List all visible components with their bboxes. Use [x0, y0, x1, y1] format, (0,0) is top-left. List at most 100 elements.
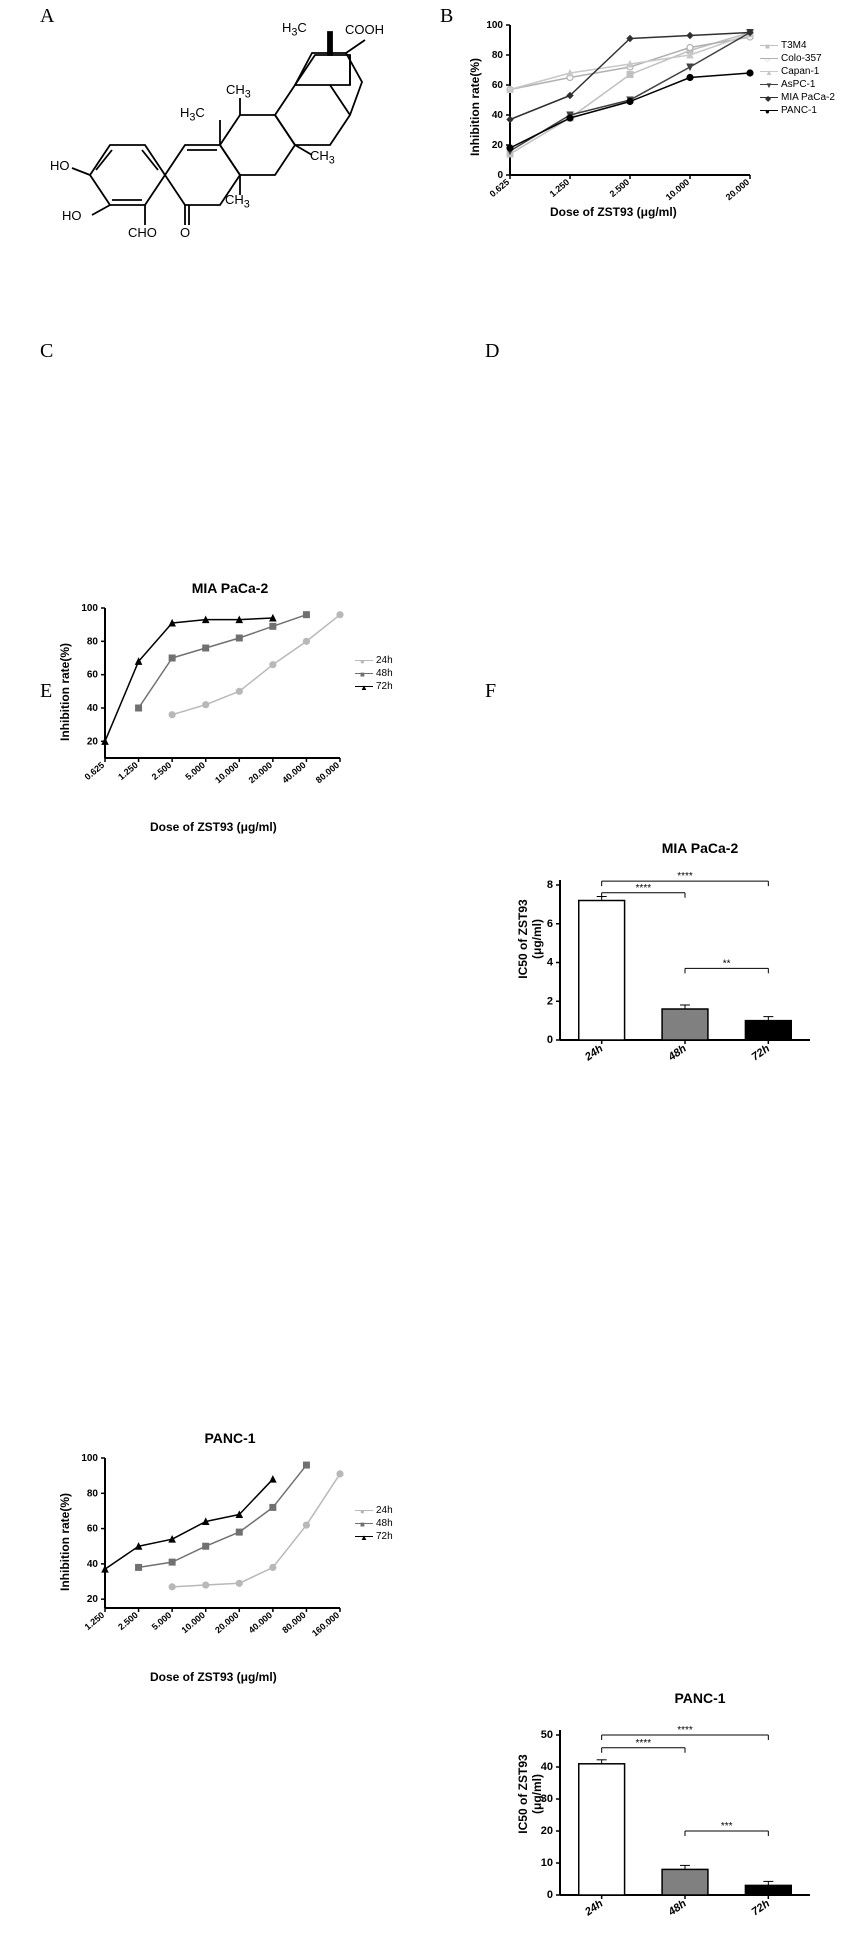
legend-item: ●24h [355, 1505, 393, 1516]
svg-text:5.000: 5.000 [150, 1610, 174, 1632]
svg-text:0.625: 0.625 [488, 177, 512, 199]
svg-text:0: 0 [547, 1034, 553, 1046]
legend-item: ▲72h [355, 681, 393, 692]
panel-e-title: PANC-1 [180, 1430, 280, 1446]
panel-f-label: F [485, 680, 496, 703]
mol-ch3-r2: CH3 [310, 148, 335, 167]
panel-f-title: PANC-1 [650, 1690, 750, 1706]
svg-text:1.250: 1.250 [116, 760, 140, 782]
svg-text:****: **** [677, 871, 693, 882]
svg-text:40: 40 [492, 110, 504, 121]
mol-o: O [180, 225, 190, 240]
svg-text:2: 2 [547, 995, 553, 1007]
legend-item: ●PANC-1 [760, 105, 835, 116]
legend-item: ●24h [355, 655, 393, 666]
panel-c-xlabel: Dose of ZST93 (μg/ml) [150, 820, 277, 834]
svg-text:8: 8 [547, 879, 553, 891]
panel-e-label: E [40, 680, 52, 703]
svg-text:2.500: 2.500 [150, 760, 174, 782]
panel-c-label: C [40, 340, 53, 363]
panel-b-xlabel: Dose of ZST93 (μg/ml) [550, 205, 677, 219]
panel-d-chart: MIA PaCa-2 0246824h48h72h********** IC50… [510, 840, 850, 1090]
svg-text:40.000: 40.000 [280, 760, 308, 785]
legend-item: ▲72h [355, 1531, 393, 1542]
svg-text:100: 100 [81, 1453, 98, 1464]
svg-text:****: **** [636, 883, 652, 894]
panel-d-label: D [485, 340, 499, 363]
svg-text:48h: 48h [665, 1042, 688, 1063]
svg-text:80.000: 80.000 [314, 760, 342, 785]
mol-ho2: HO [62, 208, 82, 223]
mol-ch3-r1: CH3 [226, 82, 251, 101]
svg-text:0: 0 [547, 1889, 553, 1901]
svg-text:48h: 48h [665, 1897, 688, 1918]
svg-text:10.000: 10.000 [213, 760, 241, 785]
panel-c-ylabel: Inhibition rate(%) [58, 632, 72, 752]
mol-cho: CHO [128, 225, 157, 240]
svg-text:40.000: 40.000 [247, 1610, 275, 1635]
mol-ch3-btm: CH3 [225, 192, 250, 211]
panel-f-chart: PANC-1 0102030405024h48h72h*********** I… [510, 1690, 850, 1950]
panel-c-chart: MIA PaCa-2 204060801000.6251.2502.5005.0… [60, 580, 440, 840]
svg-text:4: 4 [547, 957, 554, 969]
svg-text:80.000: 80.000 [280, 1610, 308, 1635]
svg-text:0.625: 0.625 [83, 760, 107, 782]
panel-f-ylabel: IC50 of ZST93 (μg/ml) [516, 1734, 544, 1854]
mol-cooh: COOH [345, 22, 384, 37]
panel-c-legend: ●24h ■48h ▲72h [355, 655, 393, 694]
svg-text:20.000: 20.000 [213, 1610, 241, 1635]
mol-h3c-top: H3C [282, 20, 307, 39]
svg-text:20: 20 [492, 140, 504, 151]
svg-text:24h: 24h [582, 1042, 605, 1063]
mol-h3c-l: H3C [180, 105, 205, 124]
svg-text:****: **** [636, 1738, 652, 1749]
svg-text:20: 20 [87, 1594, 99, 1605]
svg-text:160.000: 160.000 [310, 1610, 341, 1639]
legend-item: ▲Capan-1 [760, 66, 835, 77]
svg-text:1.250: 1.250 [548, 177, 572, 199]
svg-text:72h: 72h [750, 1042, 773, 1063]
panel-b-label: B [440, 5, 453, 28]
svg-text:24h: 24h [582, 1897, 605, 1918]
panel-c-title: MIA PaCa-2 [170, 580, 290, 596]
svg-text:10.000: 10.000 [664, 177, 692, 202]
panel-e-ylabel: Inhibition rate(%) [58, 1482, 72, 1602]
panel-d-title: MIA PaCa-2 [640, 840, 760, 856]
panel-e-xlabel: Dose of ZST93 (μg/ml) [150, 1670, 277, 1684]
legend-item: ■48h [355, 668, 393, 679]
panel-e-legend: ●24h ■48h ▲72h [355, 1505, 393, 1544]
legend-item: ■T3M4 [760, 40, 835, 51]
legend-item: ◆MIA PaCa-2 [760, 92, 835, 103]
svg-text:***: *** [721, 1821, 733, 1832]
svg-text:80: 80 [492, 50, 504, 61]
panel-b-ylabel: Inhibition rate(%) [468, 47, 482, 167]
svg-text:**: ** [723, 958, 731, 969]
svg-text:1.250: 1.250 [83, 1610, 107, 1632]
panel-a-molecule: COOH H3C CH3 CH3 H3C CH3 HO HO CHO O [50, 20, 380, 240]
svg-text:6: 6 [547, 918, 553, 930]
panel-b-legend: ■T3M4 ○Colo-357 ▲Capan-1 ▼AsPC-1 ◆MIA PaCa-2… [760, 40, 835, 118]
mol-ho1: HO [50, 158, 70, 173]
svg-text:20.000: 20.000 [724, 177, 752, 202]
svg-text:2.500: 2.500 [608, 177, 632, 199]
panel-e-chart: PANC-1 20 40 60 80 100 1.250 2.500 5.00010.0002… [60, 1430, 440, 1690]
svg-text:20.000: 20.000 [247, 760, 275, 785]
svg-text:20: 20 [87, 736, 99, 747]
svg-text:****: **** [677, 1725, 693, 1736]
svg-text:2.500: 2.500 [116, 1610, 140, 1632]
svg-text:60: 60 [87, 1524, 99, 1535]
legend-item: ■48h [355, 1518, 393, 1529]
legend-item: ▼AsPC-1 [760, 79, 835, 90]
svg-text:100: 100 [81, 603, 98, 614]
svg-text:40: 40 [87, 703, 99, 714]
svg-text:10.000: 10.000 [179, 1610, 207, 1635]
panel-d-ylabel: IC50 of ZST93 (μg/ml) [516, 879, 544, 999]
panel-b-chart: 0204060801000.6251.2502.50010.00020.000 … [470, 15, 850, 245]
svg-text:100: 100 [486, 20, 503, 31]
svg-text:60: 60 [87, 670, 99, 681]
svg-text:10: 10 [541, 1857, 553, 1869]
legend-item: ○Colo-357 [760, 53, 835, 64]
svg-text:80: 80 [87, 1488, 99, 1499]
svg-text:40: 40 [87, 1559, 99, 1570]
svg-text:80: 80 [87, 636, 99, 647]
